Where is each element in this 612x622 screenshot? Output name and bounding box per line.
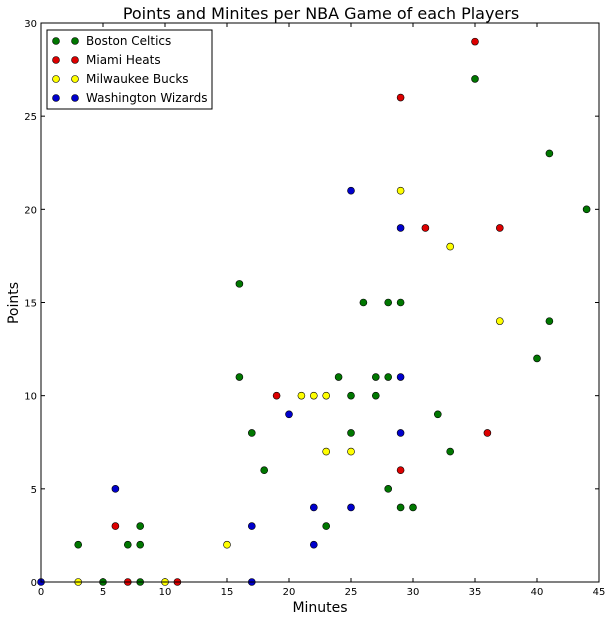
data-point — [396, 224, 405, 232]
data-point — [396, 503, 405, 512]
data-point — [396, 186, 405, 195]
data-point — [111, 485, 120, 493]
data-point — [471, 75, 479, 83]
legend-marker — [52, 37, 60, 45]
data-point — [495, 317, 504, 325]
legend-marker — [71, 94, 79, 102]
data-point — [223, 540, 231, 549]
data-point — [446, 447, 455, 456]
x-tick-label: 10 — [159, 587, 172, 598]
data-point — [272, 391, 281, 400]
y-tick-label: 5 — [31, 485, 37, 496]
data-point — [471, 37, 479, 46]
x-tick-label: 25 — [345, 587, 358, 598]
data-point — [371, 373, 380, 381]
data-point — [421, 224, 430, 232]
chart-title: Points and Minites per NBA Game of each … — [123, 4, 519, 23]
data-point — [396, 373, 405, 381]
y-axis-title: Points — [6, 282, 22, 324]
legend-marker — [52, 94, 60, 102]
data-point — [322, 391, 331, 400]
y-tick-label: 10 — [24, 392, 37, 403]
data-point — [446, 242, 455, 251]
data-point — [371, 391, 380, 400]
data-point — [322, 447, 331, 456]
y-tick-label: 30 — [24, 19, 37, 30]
legend-label: Milwaukee Bucks — [86, 72, 189, 86]
x-tick-label: 35 — [469, 587, 482, 598]
legend-marker — [71, 75, 79, 83]
data-point — [545, 317, 554, 325]
data-point — [396, 298, 405, 307]
legend-label: Miami Heats — [86, 53, 161, 67]
data-point — [136, 540, 144, 549]
plot-area — [41, 23, 599, 582]
data-point — [433, 410, 442, 419]
y-tick-label: 15 — [24, 299, 37, 310]
data-point — [347, 429, 355, 437]
y-tick-label: 20 — [24, 205, 37, 216]
x-tick-labels: 0 5 10 15 20 25 30 35 40 45 — [38, 587, 606, 598]
x-tick-label: 20 — [283, 587, 296, 598]
x-tick-label: 0 — [38, 587, 44, 598]
data-point — [309, 540, 318, 549]
data-point — [309, 391, 318, 400]
data-point — [235, 373, 244, 381]
data-point — [396, 93, 405, 102]
x-tick-label: 40 — [531, 587, 544, 598]
legend-label: Boston Celtics — [86, 34, 171, 48]
data-point — [384, 485, 393, 493]
x-tick-label: 30 — [407, 587, 420, 598]
y-tick-labels: 0 5 10 15 20 25 30 — [24, 19, 37, 589]
y-tick-label: 0 — [31, 578, 37, 589]
data-point — [74, 540, 82, 549]
legend-label: Washington Wizards — [86, 91, 208, 105]
data-point — [409, 503, 417, 512]
data-point — [248, 522, 256, 530]
x-tick-label: 45 — [593, 587, 606, 598]
data-point — [248, 429, 256, 437]
legend-marker — [71, 37, 79, 45]
y-tick-label: 25 — [24, 112, 37, 123]
data-point — [495, 224, 504, 232]
data-point — [545, 149, 554, 158]
plot-frame — [40, 22, 600, 583]
data-point — [359, 298, 368, 307]
data-point — [384, 298, 393, 307]
data-point — [111, 522, 120, 530]
x-tick-label: 15 — [221, 587, 234, 598]
data-point — [235, 280, 244, 288]
data-point — [582, 205, 591, 214]
data-point — [347, 447, 355, 456]
data-point — [384, 373, 393, 381]
x-axis-title: Minutes — [292, 600, 347, 616]
data-point — [347, 503, 355, 512]
legend: Boston Celtics Miami Heats Milwaukee Bucks… — [46, 29, 213, 110]
data-point — [347, 186, 355, 195]
data-point — [297, 391, 306, 400]
legend-marker — [52, 56, 60, 64]
data-point — [322, 522, 331, 530]
data-point — [124, 540, 132, 549]
data-point — [260, 466, 269, 475]
data-point — [533, 354, 541, 363]
data-point — [285, 410, 293, 419]
data-point — [136, 522, 144, 530]
legend-marker — [71, 56, 79, 64]
legend-marker — [52, 75, 60, 83]
data-point — [483, 429, 492, 437]
data-point — [396, 466, 405, 475]
data-point — [396, 429, 405, 437]
data-point — [347, 391, 355, 400]
data-points — [37, 37, 591, 586]
x-tick-label: 5 — [100, 587, 106, 598]
data-point — [309, 503, 318, 512]
data-point — [334, 373, 343, 381]
